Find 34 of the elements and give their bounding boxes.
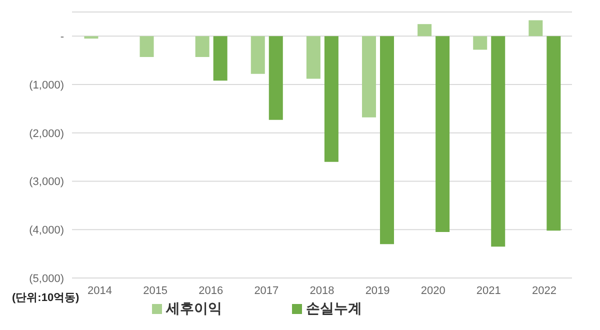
y-tick-label: (5,000) xyxy=(29,272,64,285)
x-tick-label: 2022 xyxy=(532,284,556,297)
bar xyxy=(324,36,338,162)
bar xyxy=(213,36,228,81)
x-tick-label: 2014 xyxy=(88,284,112,297)
x-tick-label: 2021 xyxy=(476,284,501,297)
bar xyxy=(491,36,506,247)
y-tick-label: - xyxy=(60,31,64,44)
bar xyxy=(473,36,488,50)
bar xyxy=(84,36,98,39)
bar xyxy=(195,36,210,57)
bar xyxy=(528,20,543,36)
y-tick-label: (1,000) xyxy=(29,79,64,92)
bar xyxy=(268,36,283,120)
y-tick-label: (4,000) xyxy=(29,224,64,237)
bar xyxy=(306,36,320,79)
bar xyxy=(140,36,154,57)
x-tick-label: 2017 xyxy=(254,284,279,297)
x-tick-label: 2018 xyxy=(310,284,334,297)
bar xyxy=(436,36,450,232)
x-tick-label: 2019 xyxy=(365,284,390,297)
legend-label: 손실누계 xyxy=(306,300,362,316)
x-tick-label: 2015 xyxy=(143,284,168,297)
text: (단위:10억동) xyxy=(12,291,80,305)
bar xyxy=(546,36,561,231)
bar xyxy=(380,36,394,244)
bar xyxy=(362,36,376,118)
bar xyxy=(418,24,432,36)
bar xyxy=(250,36,265,74)
y-tick-label: (3,000) xyxy=(29,176,64,188)
x-tick-label: 2016 xyxy=(198,284,224,297)
y-tick-label: (2,000) xyxy=(29,128,64,140)
x-tick-label: 2020 xyxy=(420,284,446,297)
legend-label: 세후이익 xyxy=(166,300,222,316)
